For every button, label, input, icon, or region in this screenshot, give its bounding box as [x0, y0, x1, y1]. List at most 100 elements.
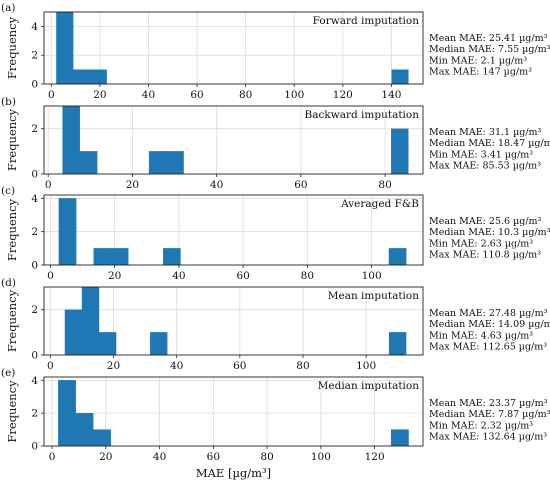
stat-line: Min MAE: 4.63 µg/m³ [429, 330, 533, 341]
x-tick-label: 80 [296, 360, 309, 372]
histogram-bar [73, 69, 91, 85]
y-tick-label: 0 [31, 260, 38, 272]
histogram-bar [89, 69, 107, 85]
x-tick-label: 20 [107, 360, 120, 372]
x-tick-label: 80 [378, 179, 391, 191]
y-tick-label: 4 [31, 375, 38, 387]
y-tick-label: 0 [31, 441, 38, 453]
x-tick-label: 100 [311, 451, 331, 463]
panel-label: (e) [1, 367, 15, 379]
x-tick-label: 0 [49, 451, 56, 463]
stat-line: Median MAE: 14.09 µg/m³ [429, 319, 550, 330]
x-tick-label: 40 [142, 89, 155, 101]
stat-line: Max MAE: 112.65 µg/m³ [429, 342, 547, 353]
panel-title: Averaged F&B [340, 198, 419, 210]
plot-frame [43, 11, 424, 85]
x-tick-label: 140 [381, 89, 401, 101]
x-tick-label: 40 [210, 179, 223, 191]
y-axis-label: Frequency [5, 289, 19, 352]
x-tick-label: 20 [99, 451, 112, 463]
y-tick-label: 2 [31, 123, 38, 135]
panel-label: (d) [1, 277, 16, 289]
histogram-bar [150, 332, 168, 356]
histogram-bar [388, 248, 407, 266]
histogram-panel-4: 0 20 40 60 80 100 0 2 Frequency(d) Mean imputatio… [1, 277, 550, 372]
histogram-panel-3: 0 20 40 60 80 100 0 2 4 Frequency(c) Averaged F&B M… [1, 185, 550, 282]
panel-label: (c) [1, 185, 15, 197]
x-tick-label: 80 [239, 89, 252, 101]
histogram-bar [110, 248, 129, 266]
stat-line: Mean MAE: 25.41 µg/m³ [429, 33, 548, 44]
panel-label: (b) [1, 96, 16, 108]
x-tick-label: 20 [108, 270, 121, 282]
x-tick-label: 0 [47, 270, 54, 282]
histogram-bar [62, 105, 81, 175]
y-axis-label: Frequency [5, 380, 19, 443]
stat-line: Median MAE: 18.47 µg/m³ [429, 138, 550, 149]
x-axis-label: MAE [µg/m³] [196, 466, 271, 480]
x-tick-label: 0 [47, 360, 54, 372]
stat-line: Mean MAE: 23.37 µg/m³ [429, 398, 548, 409]
stat-line: Max MAE: 132.64 µg/m³ [429, 432, 547, 443]
y-tick-label: 0 [31, 350, 38, 362]
y-tick-label: 2 [31, 408, 38, 420]
stat-line: Max MAE: 85.53 µg/m³ [429, 161, 541, 172]
x-tick-label: 0 [48, 89, 55, 101]
stat-line: Min MAE: 2.1 µg/m³ [429, 55, 527, 66]
histogram-panel-5: 0 20 40 60 80 100 120 0 2 4 Frequency(e) Median imp… [1, 367, 550, 480]
histogram-bar [98, 332, 117, 356]
x-tick-label: 60 [190, 89, 203, 101]
y-tick-label: 0 [31, 79, 38, 91]
histogram-bar [56, 11, 74, 85]
histogram-bar [93, 248, 112, 266]
stat-line: Min MAE: 3.41 µg/m³ [429, 149, 533, 160]
histogram-panel-1: 0 20 40 60 80 100 120 140 0 2 4 Frequency (a) Forward… [1, 2, 550, 101]
y-axis-label: Frequency [5, 108, 19, 171]
x-tick-label: 0 [45, 179, 52, 191]
x-tick-label: 100 [356, 360, 376, 372]
x-tick-label: 80 [301, 270, 314, 282]
stat-line: Max MAE: 110.8 µg/m³ [429, 250, 541, 261]
plot-frame [43, 286, 424, 356]
x-tick-label: 20 [126, 179, 139, 191]
y-axis-label: Frequency [5, 198, 19, 261]
x-tick-label: 20 [93, 89, 106, 101]
histogram-bar [391, 69, 409, 85]
histogram-bar [166, 151, 184, 175]
x-tick-label: 60 [294, 179, 307, 191]
histogram-bar [390, 429, 409, 447]
y-tick-label: 2 [31, 50, 38, 62]
histogram-bar [64, 309, 83, 356]
panel-title: Forward imputation [313, 15, 420, 27]
x-tick-label: 100 [362, 270, 382, 282]
histogram-bar [81, 286, 100, 356]
y-tick-label: 0 [31, 169, 38, 181]
histogram-bar [390, 128, 409, 175]
histogram-bar [388, 332, 407, 356]
panel-label: (a) [1, 2, 15, 14]
stat-line: Mean MAE: 25.6 µg/m³ [429, 216, 542, 227]
x-tick-label: 60 [233, 360, 246, 372]
plot-frame [43, 194, 424, 266]
x-tick-label: 40 [172, 270, 185, 282]
panel-title: Backward imputation [305, 109, 420, 121]
x-tick-label: 60 [236, 270, 249, 282]
stat-line: Mean MAE: 27.48 µg/m³ [429, 308, 548, 319]
stat-line: Min MAE: 2.63 µg/m³ [429, 238, 533, 249]
histogram-panel-2: 0 20 40 60 80 0 2 Frequency(b) Backward imputati… [1, 96, 550, 191]
y-axis-label: Frequency [5, 16, 19, 79]
histogram-bar [93, 429, 111, 447]
panel-title: Median imputation [318, 380, 420, 392]
x-tick-label: 60 [207, 451, 220, 463]
y-tick-label: 4 [31, 21, 38, 33]
stat-line: Max MAE: 147 µg/m³ [429, 67, 532, 78]
histogram-bar [58, 380, 76, 447]
histogram-bar [148, 151, 167, 175]
x-tick-label: 40 [170, 360, 183, 372]
histogram-bar [58, 198, 77, 266]
histogram-bar [79, 151, 98, 175]
histogram-bar [162, 248, 181, 266]
stat-line: Mean MAE: 31.1 µg/m³ [429, 127, 542, 138]
x-tick-label: 40 [153, 451, 166, 463]
